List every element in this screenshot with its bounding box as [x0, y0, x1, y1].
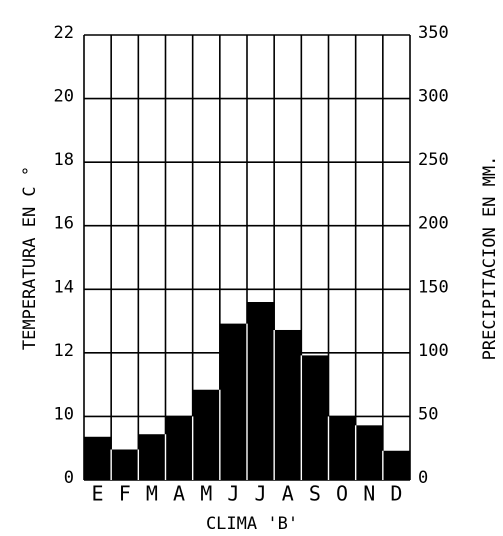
x-tick-label: D	[390, 482, 402, 506]
y-tick-label: 12	[54, 341, 74, 361]
bar	[165, 416, 193, 480]
x-tick-label: E	[92, 482, 104, 506]
bar	[247, 302, 275, 480]
y-axis-title: TEMPERATURA EN C °	[20, 166, 40, 350]
bar	[192, 389, 220, 480]
bar	[355, 425, 383, 480]
y-tick-label: 0	[64, 468, 74, 488]
y2-tick-label: 250	[418, 150, 449, 170]
x-tick-label: O	[336, 482, 348, 506]
chart-title: CLIMA 'B'	[206, 514, 298, 534]
y2-tick-label: 0	[418, 468, 428, 488]
y-tick-label: 18	[54, 150, 74, 170]
y2-tick-label: 200	[418, 214, 449, 234]
y2-tick-label: 150	[418, 277, 449, 297]
y-tick-label: 16	[54, 214, 74, 234]
bar	[382, 450, 410, 480]
y-tick-label: 10	[54, 404, 74, 424]
y2-tick-label: 300	[418, 87, 449, 107]
x-tick-label: A	[173, 482, 185, 506]
x-tick-label: F	[119, 482, 131, 506]
y2-axis-title: PRECIPITACION EN MM.	[480, 156, 500, 361]
y2-tick-label: 50	[418, 404, 438, 424]
x-tick-label: J	[227, 482, 239, 506]
y-tick-label: 22	[54, 23, 74, 43]
x-tick-label: J	[255, 482, 267, 506]
bar	[274, 329, 302, 480]
y-tick-label: 20	[54, 87, 74, 107]
y2-tick-label: 100	[418, 341, 449, 361]
bar	[84, 436, 112, 480]
bar	[219, 323, 247, 480]
y-tick-label: 14	[54, 277, 74, 297]
x-tick-label: N	[363, 482, 375, 506]
bar	[328, 416, 356, 480]
x-tick-label: M	[200, 482, 212, 506]
bar	[138, 434, 166, 480]
bar	[111, 449, 139, 480]
x-tick-label: M	[146, 482, 158, 506]
y2-tick-label: 350	[418, 23, 449, 43]
x-tick-label: S	[309, 482, 321, 506]
x-tick-label: A	[282, 482, 294, 506]
bar	[301, 355, 329, 480]
